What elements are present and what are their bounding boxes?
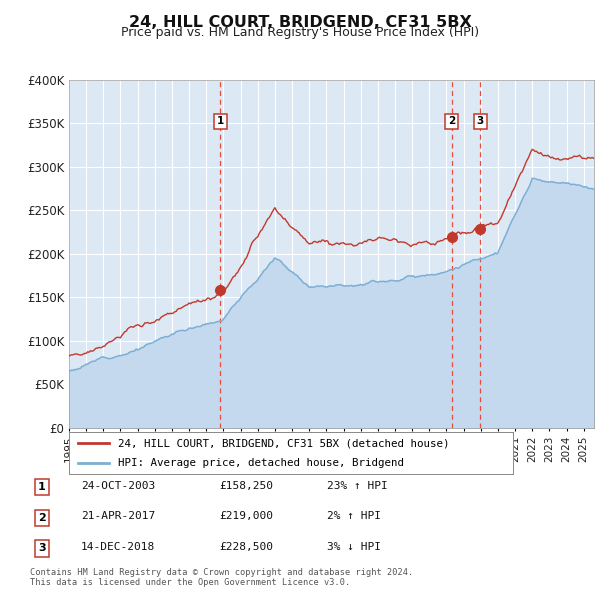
Text: £219,000: £219,000: [219, 512, 273, 521]
Text: 24, HILL COURT, BRIDGEND, CF31 5BX (detached house): 24, HILL COURT, BRIDGEND, CF31 5BX (deta…: [118, 438, 449, 448]
Text: 1: 1: [38, 482, 46, 492]
Text: 3: 3: [476, 116, 484, 126]
Text: 2% ↑ HPI: 2% ↑ HPI: [327, 512, 381, 521]
Text: 14-DEC-2018: 14-DEC-2018: [81, 542, 155, 552]
Text: HPI: Average price, detached house, Bridgend: HPI: Average price, detached house, Brid…: [118, 458, 404, 468]
Text: 1: 1: [217, 116, 224, 126]
Text: 2: 2: [448, 116, 455, 126]
Text: £228,500: £228,500: [219, 542, 273, 552]
Text: 24, HILL COURT, BRIDGEND, CF31 5BX: 24, HILL COURT, BRIDGEND, CF31 5BX: [128, 15, 472, 30]
Text: 2: 2: [38, 513, 46, 523]
Text: 24-OCT-2003: 24-OCT-2003: [81, 481, 155, 490]
Text: Price paid vs. HM Land Registry's House Price Index (HPI): Price paid vs. HM Land Registry's House …: [121, 26, 479, 39]
Text: 23% ↑ HPI: 23% ↑ HPI: [327, 481, 388, 490]
Text: 3% ↓ HPI: 3% ↓ HPI: [327, 542, 381, 552]
Text: 3: 3: [38, 543, 46, 553]
Text: £158,250: £158,250: [219, 481, 273, 490]
Text: 21-APR-2017: 21-APR-2017: [81, 512, 155, 521]
Text: Contains HM Land Registry data © Crown copyright and database right 2024.
This d: Contains HM Land Registry data © Crown c…: [30, 568, 413, 587]
